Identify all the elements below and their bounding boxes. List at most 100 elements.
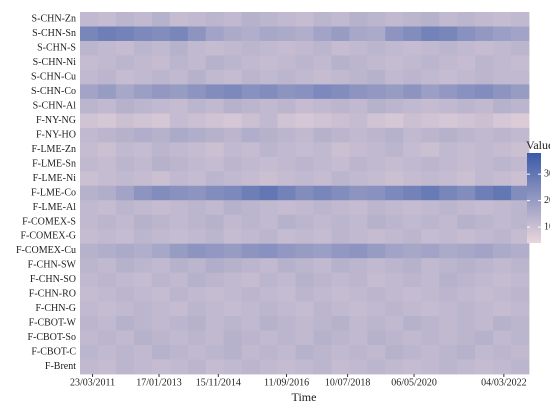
cell [151,113,171,129]
cell [493,229,512,245]
cell [493,40,512,56]
cell [169,113,189,129]
cell [241,243,260,259]
cell [367,26,386,42]
cell [205,26,225,42]
cell [403,287,422,302]
cell [385,229,404,245]
cell [115,40,135,56]
cell [97,185,117,201]
cell [97,301,117,317]
cell [295,345,314,360]
cell [169,84,189,100]
cell [511,301,530,317]
cell [511,214,530,230]
cell [385,330,404,346]
cell [205,243,225,259]
cell [349,214,368,230]
cell [475,258,494,274]
cell [367,98,386,114]
cell [313,200,332,216]
cell [511,12,530,27]
cell [115,127,135,143]
cell [493,26,512,42]
cell [80,200,99,216]
cell [277,185,296,201]
cell [403,26,422,42]
cell [349,330,368,346]
y-tick-label: F-CHN-SW [28,260,77,271]
cell [277,84,296,100]
cell [349,98,368,114]
cell [439,214,458,230]
cell [259,272,278,288]
cell [151,258,171,274]
cell [277,330,296,346]
cell [457,127,476,143]
cell [277,69,296,85]
cell [457,84,476,100]
cell [80,301,99,317]
cell [187,316,207,331]
cell [259,113,278,129]
cell [97,26,117,42]
cell [385,287,404,302]
cell [385,243,404,259]
cell [259,185,278,201]
cell [295,316,314,331]
cell [187,12,207,27]
cell [97,69,117,85]
cell [493,127,512,143]
cell [349,84,368,100]
cell [493,113,512,129]
cell [133,40,153,56]
cell [295,84,314,100]
cell [331,55,350,71]
y-tick-label: S-CHN-Ni [33,57,77,68]
cell [385,345,404,360]
cell [277,200,296,216]
cell [97,127,117,143]
cell [511,258,530,274]
cell [421,69,440,85]
cell [115,287,135,302]
cell [151,200,171,216]
cell [457,272,476,288]
cell [493,171,512,187]
cell [385,272,404,288]
cell [115,171,135,187]
cell [367,214,386,230]
cell [151,98,171,114]
cell [97,200,117,216]
cell [349,113,368,129]
cell [259,98,278,114]
cell [205,229,225,245]
cell [475,287,494,302]
cell [169,171,189,187]
cell [439,55,458,71]
cell [349,156,368,172]
cell [475,243,494,259]
cell [403,316,422,331]
cell [313,171,332,187]
cell [259,214,278,230]
cell [169,55,189,71]
cell [403,55,422,71]
cell [475,40,494,56]
cell [421,12,440,27]
cell [349,272,368,288]
cell [277,171,296,187]
cell [385,113,404,129]
cell [205,40,225,56]
cell [259,200,278,216]
cell [421,84,440,100]
cell [421,142,440,158]
cell [313,185,332,201]
cell [493,316,512,331]
cell [511,98,530,114]
cell [205,171,225,187]
cell [421,301,440,317]
cell [439,84,458,100]
cell [331,171,350,187]
cell [331,69,350,85]
